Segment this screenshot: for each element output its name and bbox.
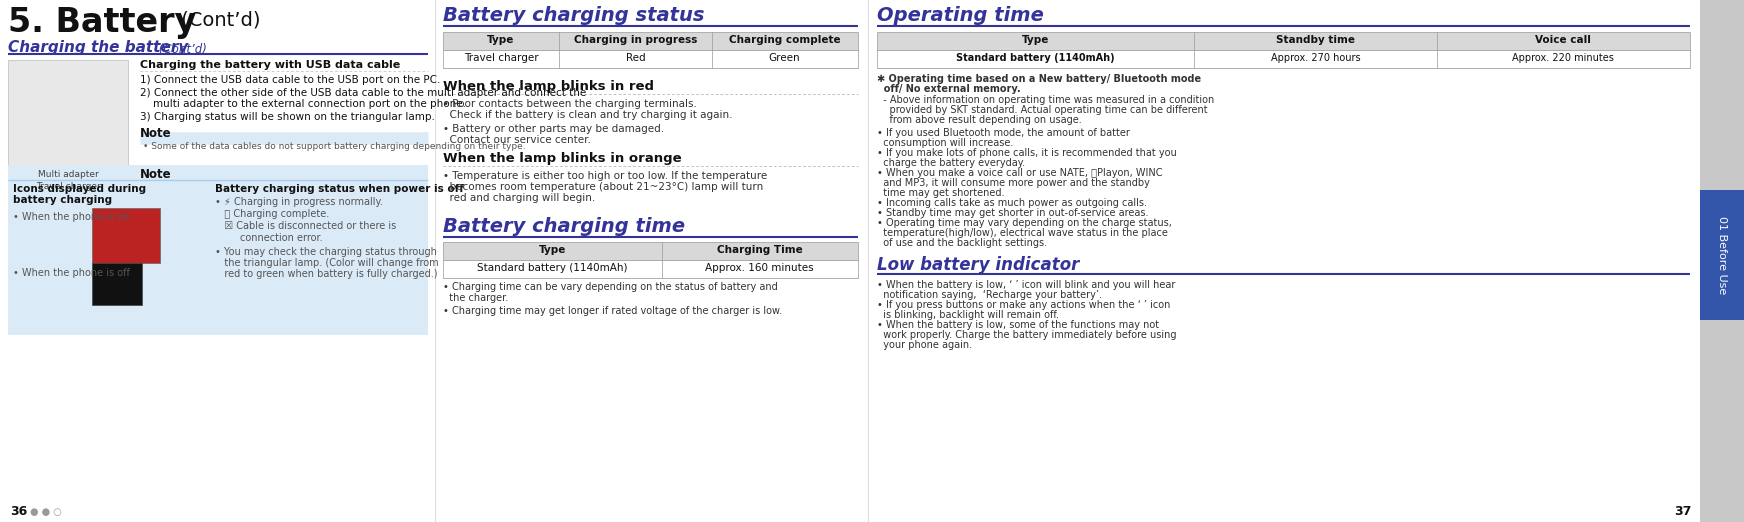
Text: notification saying,  ‘Recharge your battery’.: notification saying, ‘Recharge your batt… bbox=[877, 290, 1102, 300]
Polygon shape bbox=[1700, 190, 1744, 320]
Text: Icons displayed during: Icons displayed during bbox=[12, 184, 146, 194]
Polygon shape bbox=[92, 208, 160, 263]
Text: Charging in progress: Charging in progress bbox=[574, 35, 698, 45]
Text: ● ● ○: ● ● ○ bbox=[30, 507, 61, 517]
Text: Travel charger: Travel charger bbox=[35, 182, 101, 191]
Text: Approx. 160 minutes: Approx. 160 minutes bbox=[705, 263, 814, 273]
Text: • You may check the charging status through: • You may check the charging status thro… bbox=[215, 247, 438, 257]
Text: • Poor contacts between the charging terminals.: • Poor contacts between the charging ter… bbox=[443, 99, 698, 109]
Text: Note: Note bbox=[140, 168, 171, 181]
Text: 5. Battery: 5. Battery bbox=[9, 6, 197, 39]
Text: 36: 36 bbox=[10, 505, 28, 518]
Text: Charging the battery: Charging the battery bbox=[9, 40, 188, 55]
Text: work properly. Charge the battery immediately before using: work properly. Charge the battery immedi… bbox=[877, 330, 1177, 340]
Text: is blinking, backlight will remain off.: is blinking, backlight will remain off. bbox=[877, 310, 1059, 320]
Text: • Some of the data cables do not support battery charging depending on their typ: • Some of the data cables do not support… bbox=[143, 142, 525, 151]
Text: Charging Time: Charging Time bbox=[717, 245, 802, 255]
Text: Type: Type bbox=[1022, 35, 1050, 45]
Text: • Incoming calls take as much power as outgoing calls.: • Incoming calls take as much power as o… bbox=[877, 198, 1148, 208]
Polygon shape bbox=[877, 50, 1690, 68]
Text: Contact our service center.: Contact our service center. bbox=[443, 135, 591, 145]
Text: • Charging time may get longer if rated voltage of the charger is low.: • Charging time may get longer if rated … bbox=[443, 306, 781, 316]
Text: provided by SKT standard. Actual operating time can be different: provided by SKT standard. Actual operati… bbox=[877, 105, 1207, 115]
Text: 1) Connect the USB data cable to the USB port on the PC.: 1) Connect the USB data cable to the USB… bbox=[140, 75, 441, 85]
Text: red to green when battery is fully charged.): red to green when battery is fully charg… bbox=[215, 269, 438, 279]
Text: Type: Type bbox=[539, 245, 567, 255]
Text: 3) Charging status will be shown on the triangular lamp.: 3) Charging status will be shown on the … bbox=[140, 112, 434, 122]
Text: off/ No external memory.: off/ No external memory. bbox=[877, 84, 1020, 94]
Text: • Battery or other parts may be damaged.: • Battery or other parts may be damaged. bbox=[443, 124, 664, 134]
Text: of use and the backlight settings.: of use and the backlight settings. bbox=[877, 238, 1046, 248]
Polygon shape bbox=[9, 165, 427, 335]
Polygon shape bbox=[443, 32, 858, 50]
Text: • When you make a voice call or use NATE, ⓂPlayon, WINC: • When you make a voice call or use NATE… bbox=[877, 168, 1163, 178]
Text: your phone again.: your phone again. bbox=[877, 340, 971, 350]
Text: temperature(high/low), electrical wave status in the place: temperature(high/low), electrical wave s… bbox=[877, 228, 1168, 238]
Text: ✱ Operating time based on a New battery/ Bluetooth mode: ✱ Operating time based on a New battery/… bbox=[877, 74, 1202, 84]
Text: Approx. 220 minutes: Approx. 220 minutes bbox=[1512, 53, 1613, 63]
Text: Check if the battery is clean and try charging it again.: Check if the battery is clean and try ch… bbox=[443, 110, 732, 120]
Text: • When the battery is low, some of the functions may not: • When the battery is low, some of the f… bbox=[877, 320, 1160, 330]
Text: the triangular lamp. (Color will change from: the triangular lamp. (Color will change … bbox=[215, 258, 439, 268]
Polygon shape bbox=[443, 260, 858, 278]
Text: • Standby time may get shorter in out-of-service areas.: • Standby time may get shorter in out-of… bbox=[877, 208, 1149, 218]
Text: When the lamp blinks in orange: When the lamp blinks in orange bbox=[443, 152, 682, 165]
Text: Operating time: Operating time bbox=[877, 6, 1045, 25]
Text: Voice call: Voice call bbox=[1535, 35, 1591, 45]
Text: multi adapter to the external connection port on the phone.: multi adapter to the external connection… bbox=[140, 99, 466, 109]
Text: Battery charging status: Battery charging status bbox=[443, 6, 705, 25]
Text: becomes room temperature (about 21~23°C) lamp will turn: becomes room temperature (about 21~23°C)… bbox=[443, 182, 764, 192]
Text: • ⚡ Charging in progress normally.: • ⚡ Charging in progress normally. bbox=[215, 197, 384, 207]
Text: Battery charging time: Battery charging time bbox=[443, 217, 685, 236]
Text: - Above information on operating time was measured in a condition: - Above information on operating time wa… bbox=[877, 95, 1214, 105]
Text: Green: Green bbox=[769, 53, 800, 63]
Text: • When the phone is off: • When the phone is off bbox=[12, 268, 129, 278]
Text: the charger.: the charger. bbox=[443, 293, 508, 303]
Text: from above result depending on usage.: from above result depending on usage. bbox=[877, 115, 1081, 125]
Text: (Cont’d): (Cont’d) bbox=[174, 10, 260, 29]
Text: Standby time: Standby time bbox=[1277, 35, 1355, 45]
Text: Low battery indicator: Low battery indicator bbox=[877, 256, 1080, 274]
Text: red and charging will begin.: red and charging will begin. bbox=[443, 193, 595, 203]
Text: Red: Red bbox=[626, 53, 645, 63]
Text: • If you used Bluetooth mode, the amount of batter: • If you used Bluetooth mode, the amount… bbox=[877, 128, 1130, 138]
Text: consumption will increase.: consumption will increase. bbox=[877, 138, 1013, 148]
Text: 2) Connect the other side of the USB data cable to the multi adapter and connect: 2) Connect the other side of the USB dat… bbox=[140, 88, 586, 98]
Text: • If you press buttons or make any actions when the ‘ ’ icon: • If you press buttons or make any actio… bbox=[877, 300, 1170, 310]
Text: • When the phone is on: • When the phone is on bbox=[12, 212, 129, 222]
Text: charge the battery everyday.: charge the battery everyday. bbox=[877, 158, 1025, 168]
Polygon shape bbox=[443, 50, 858, 68]
Text: Travel charger: Travel charger bbox=[464, 53, 539, 63]
Text: • Operating time may vary depending on the charge status,: • Operating time may vary depending on t… bbox=[877, 218, 1172, 228]
Text: When the lamp blinks in red: When the lamp blinks in red bbox=[443, 80, 654, 93]
Text: • Charging time can be vary depending on the status of battery and: • Charging time can be vary depending on… bbox=[443, 282, 778, 292]
Text: battery charging: battery charging bbox=[12, 195, 112, 205]
Text: and MP3, it will consume more power and the standby: and MP3, it will consume more power and … bbox=[877, 178, 1149, 188]
Text: Note: Note bbox=[140, 127, 171, 140]
Polygon shape bbox=[443, 242, 858, 260]
Text: 37: 37 bbox=[1674, 505, 1692, 518]
Text: time may get shortened.: time may get shortened. bbox=[877, 188, 1005, 198]
Text: Charging complete: Charging complete bbox=[729, 35, 841, 45]
Text: (Cont’d): (Cont’d) bbox=[155, 43, 208, 56]
Text: Battery charging status when power is off: Battery charging status when power is of… bbox=[215, 184, 464, 194]
Text: Type: Type bbox=[487, 35, 514, 45]
Text: 🔋 Charging complete.: 🔋 Charging complete. bbox=[215, 209, 330, 219]
Text: • Temperature is either too high or too low. If the temperature: • Temperature is either too high or too … bbox=[443, 171, 767, 181]
Text: 01 Before Use: 01 Before Use bbox=[1718, 216, 1727, 294]
Text: Multi adapter: Multi adapter bbox=[38, 170, 98, 179]
Polygon shape bbox=[1700, 0, 1744, 522]
Text: • If you make lots of phone calls, it is recommended that you: • If you make lots of phone calls, it is… bbox=[877, 148, 1177, 158]
Polygon shape bbox=[92, 263, 141, 305]
Text: Standard battery (1140mAh): Standard battery (1140mAh) bbox=[956, 53, 1114, 63]
Polygon shape bbox=[9, 60, 127, 188]
Text: Charging the battery with USB data cable: Charging the battery with USB data cable bbox=[140, 60, 401, 70]
Text: Standard battery (1140mAh): Standard battery (1140mAh) bbox=[478, 263, 628, 273]
Polygon shape bbox=[877, 32, 1690, 50]
Text: connection error.: connection error. bbox=[215, 233, 323, 243]
Text: • When the battery is low, ‘ ’ icon will blink and you will hear: • When the battery is low, ‘ ’ icon will… bbox=[877, 280, 1175, 290]
Text: Approx. 270 hours: Approx. 270 hours bbox=[1271, 53, 1360, 63]
Text: ☒ Cable is disconnected or there is: ☒ Cable is disconnected or there is bbox=[215, 221, 396, 231]
